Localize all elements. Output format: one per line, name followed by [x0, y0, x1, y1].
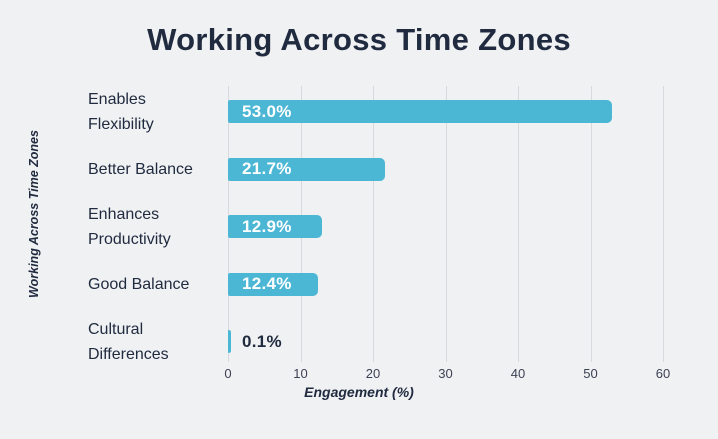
x-axis-label: Engagement (%) [304, 384, 414, 400]
gridline [445, 86, 447, 362]
x-tick-label: 10 [293, 366, 308, 381]
category-label: Enhances Productivity [88, 205, 171, 248]
bar-value-label: 0.1% [242, 331, 282, 351]
x-tick-label: 30 [438, 366, 453, 381]
bar-value-label: 12.4% [242, 274, 292, 293]
category-label: Better Balance [88, 160, 193, 178]
chart-title: Working Across Time Zones [147, 22, 571, 57]
bar [228, 157, 386, 181]
x-tick-label: 20 [365, 366, 381, 381]
bar [228, 100, 613, 123]
bar-value-label: 53.0% [242, 101, 292, 121]
gridline [518, 86, 519, 362]
x-tick-label: 40 [510, 366, 526, 381]
gridline [373, 86, 374, 362]
bar [228, 272, 318, 296]
x-tick-label: 60 [655, 366, 671, 381]
category-label: Enables Flexibility [88, 90, 154, 133]
bar [228, 215, 322, 238]
x-tick-label: 0 [224, 366, 232, 381]
bar [228, 330, 231, 353]
category-label: Cultural Differences [88, 320, 169, 363]
bar-value-label: 12.9% [242, 216, 292, 236]
bar-value-label: 21.7% [242, 159, 292, 178]
gridline [590, 86, 592, 362]
category-label: Good Balance [88, 275, 190, 293]
x-tick-label: 50 [583, 366, 598, 381]
gridline [663, 86, 664, 362]
